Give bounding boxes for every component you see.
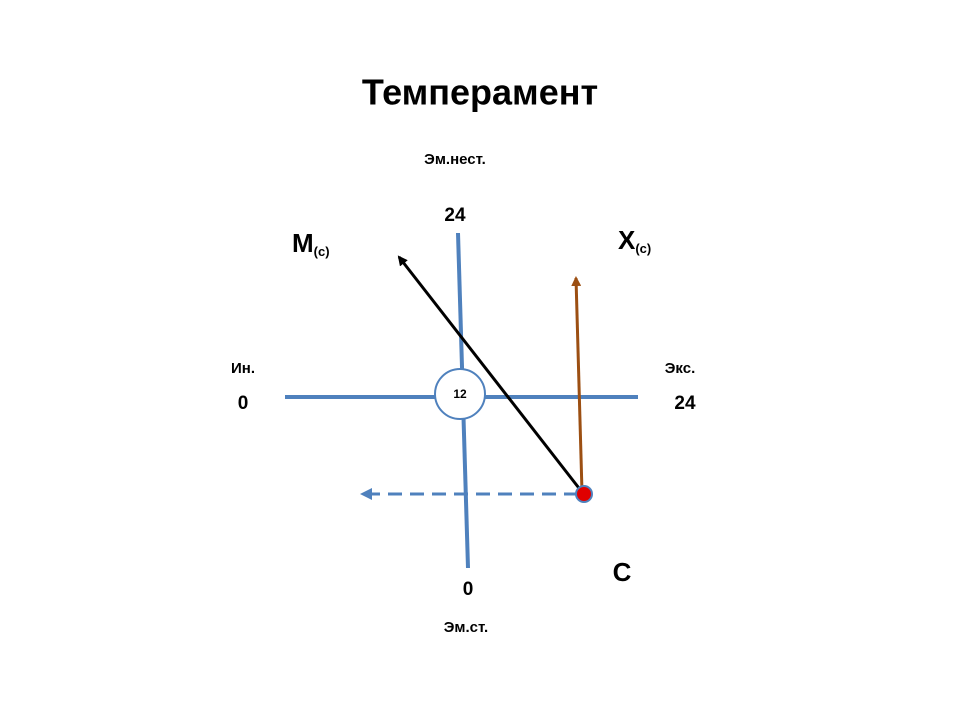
- vector-m: [397, 255, 584, 493]
- left-value: 0: [238, 393, 249, 414]
- bottom-value: 0: [463, 579, 474, 600]
- top-label: Эм.нест.: [424, 151, 486, 168]
- vector-x-label: Х(с): [618, 225, 651, 257]
- right-value: 24: [674, 393, 696, 414]
- point-label: С: [613, 557, 632, 587]
- top-value: 24: [444, 205, 466, 226]
- vector-m-label: М(с): [292, 228, 330, 260]
- point-c: [575, 485, 593, 503]
- center-circle: [434, 368, 486, 420]
- center-value: 12: [453, 387, 467, 401]
- vector-x-subscript: (с): [635, 241, 651, 256]
- vector-m-name: М: [292, 228, 314, 258]
- right-label: Экс.: [665, 360, 696, 377]
- bottom-label: Эм.ст.: [444, 619, 488, 636]
- vector-m-subscript: (с): [314, 244, 330, 259]
- title: Темперамент: [362, 72, 598, 113]
- vector-x-name: Х: [618, 225, 636, 255]
- vector-x: [571, 276, 584, 493]
- left-label: Ин.: [231, 360, 255, 377]
